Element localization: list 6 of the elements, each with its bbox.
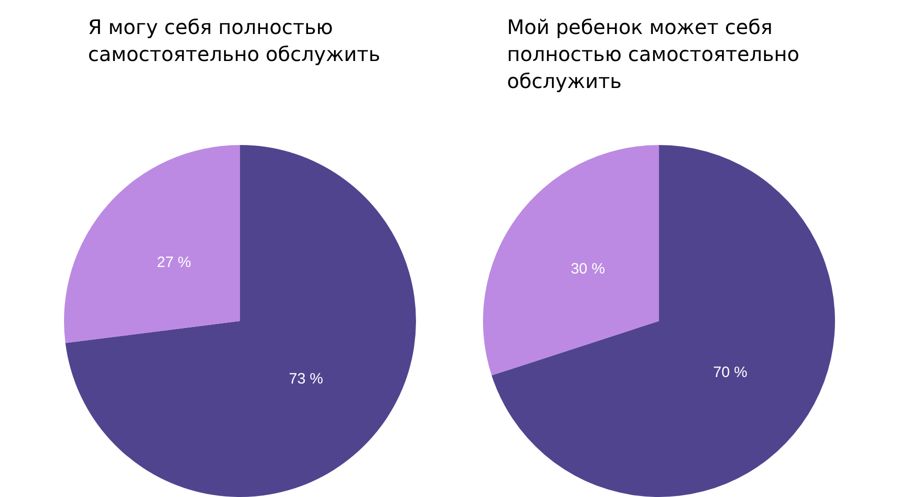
data-label: 27 % <box>156 254 192 271</box>
data-label: 30 % <box>570 260 605 278</box>
data-label: 73 % <box>288 370 324 388</box>
chart-title: Мой ребенок может себя полностью самостоятельно обслужить <box>507 14 800 95</box>
data-label: 70 % <box>713 364 748 381</box>
chart-title: Я могу себя полностью самостоятельно обслужить <box>88 14 382 68</box>
